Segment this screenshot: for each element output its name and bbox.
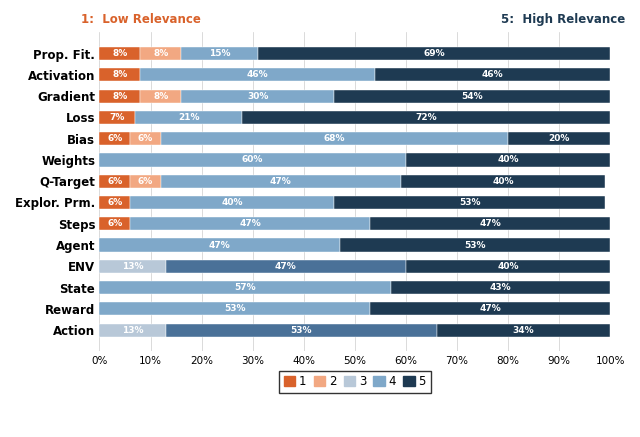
Text: 46%: 46%	[482, 70, 504, 80]
Text: 6%: 6%	[107, 219, 122, 228]
Bar	[406, 153, 611, 166]
Bar	[99, 239, 339, 252]
Bar	[334, 196, 605, 209]
Bar	[406, 260, 611, 273]
Bar	[99, 153, 406, 166]
Text: 46%: 46%	[247, 70, 269, 80]
Text: 68%: 68%	[324, 134, 345, 143]
Text: 8%: 8%	[112, 70, 127, 80]
Text: 47%: 47%	[239, 219, 261, 228]
Bar	[140, 47, 181, 60]
Text: 43%: 43%	[490, 283, 511, 292]
Bar	[166, 260, 406, 273]
Bar	[99, 302, 370, 316]
Bar	[99, 68, 140, 81]
Text: 53%: 53%	[464, 240, 486, 250]
Bar	[436, 323, 611, 337]
Text: 7%: 7%	[109, 113, 125, 122]
Bar	[390, 281, 611, 294]
Bar	[181, 90, 334, 103]
Text: 21%: 21%	[178, 113, 200, 122]
Text: 69%: 69%	[423, 49, 445, 58]
Text: 34%: 34%	[513, 326, 534, 335]
Text: 40%: 40%	[492, 177, 514, 186]
Bar	[375, 68, 611, 81]
Bar	[99, 175, 130, 188]
Bar	[130, 175, 161, 188]
Bar	[130, 132, 161, 145]
Text: 8%: 8%	[112, 49, 127, 58]
Bar	[99, 47, 140, 60]
Text: 8%: 8%	[153, 92, 168, 101]
Bar	[99, 217, 130, 230]
Text: 6%: 6%	[107, 134, 122, 143]
Bar	[339, 239, 611, 252]
Text: 40%: 40%	[497, 262, 519, 271]
Text: 53%: 53%	[224, 304, 246, 313]
Bar	[370, 217, 611, 230]
Bar	[99, 260, 166, 273]
Bar	[334, 90, 611, 103]
Text: 47%: 47%	[275, 262, 297, 271]
Text: 47%: 47%	[270, 177, 292, 186]
Bar	[99, 90, 140, 103]
Bar	[99, 111, 135, 124]
Text: 6%: 6%	[107, 177, 122, 186]
Bar	[99, 281, 390, 294]
Text: 1:  Low Relevance: 1: Low Relevance	[81, 13, 201, 26]
Bar	[99, 323, 166, 337]
Bar	[99, 132, 130, 145]
Text: 72%: 72%	[415, 113, 437, 122]
Bar	[166, 323, 436, 337]
Text: 54%: 54%	[461, 92, 483, 101]
Legend: 1, 2, 3, 4, 5: 1, 2, 3, 4, 5	[279, 371, 431, 393]
Bar	[370, 302, 611, 316]
Bar	[135, 111, 243, 124]
Bar	[161, 132, 508, 145]
Text: 20%: 20%	[548, 134, 570, 143]
Text: 57%: 57%	[234, 283, 256, 292]
Text: 47%: 47%	[209, 240, 230, 250]
Bar	[140, 68, 375, 81]
Text: 13%: 13%	[122, 262, 143, 271]
Bar	[99, 196, 130, 209]
Bar	[401, 175, 605, 188]
Text: 40%: 40%	[497, 156, 519, 164]
Bar	[258, 47, 611, 60]
Text: 30%: 30%	[247, 92, 268, 101]
Text: 47%: 47%	[479, 219, 501, 228]
Bar	[130, 217, 370, 230]
Text: 8%: 8%	[153, 49, 168, 58]
Text: 6%: 6%	[107, 198, 122, 207]
Text: 47%: 47%	[479, 304, 501, 313]
Text: 53%: 53%	[459, 198, 481, 207]
Text: 40%: 40%	[221, 198, 243, 207]
Text: 53%: 53%	[291, 326, 312, 335]
Bar	[161, 175, 401, 188]
Bar	[243, 111, 611, 124]
Bar	[181, 47, 258, 60]
Bar	[140, 90, 181, 103]
Bar	[508, 132, 611, 145]
Bar	[130, 196, 334, 209]
Text: 6%: 6%	[138, 134, 153, 143]
Text: 6%: 6%	[138, 177, 153, 186]
Text: 13%: 13%	[122, 326, 143, 335]
Text: 5:  High Relevance: 5: High Relevance	[501, 13, 625, 26]
Text: 60%: 60%	[242, 156, 263, 164]
Text: 8%: 8%	[112, 92, 127, 101]
Text: 15%: 15%	[209, 49, 230, 58]
